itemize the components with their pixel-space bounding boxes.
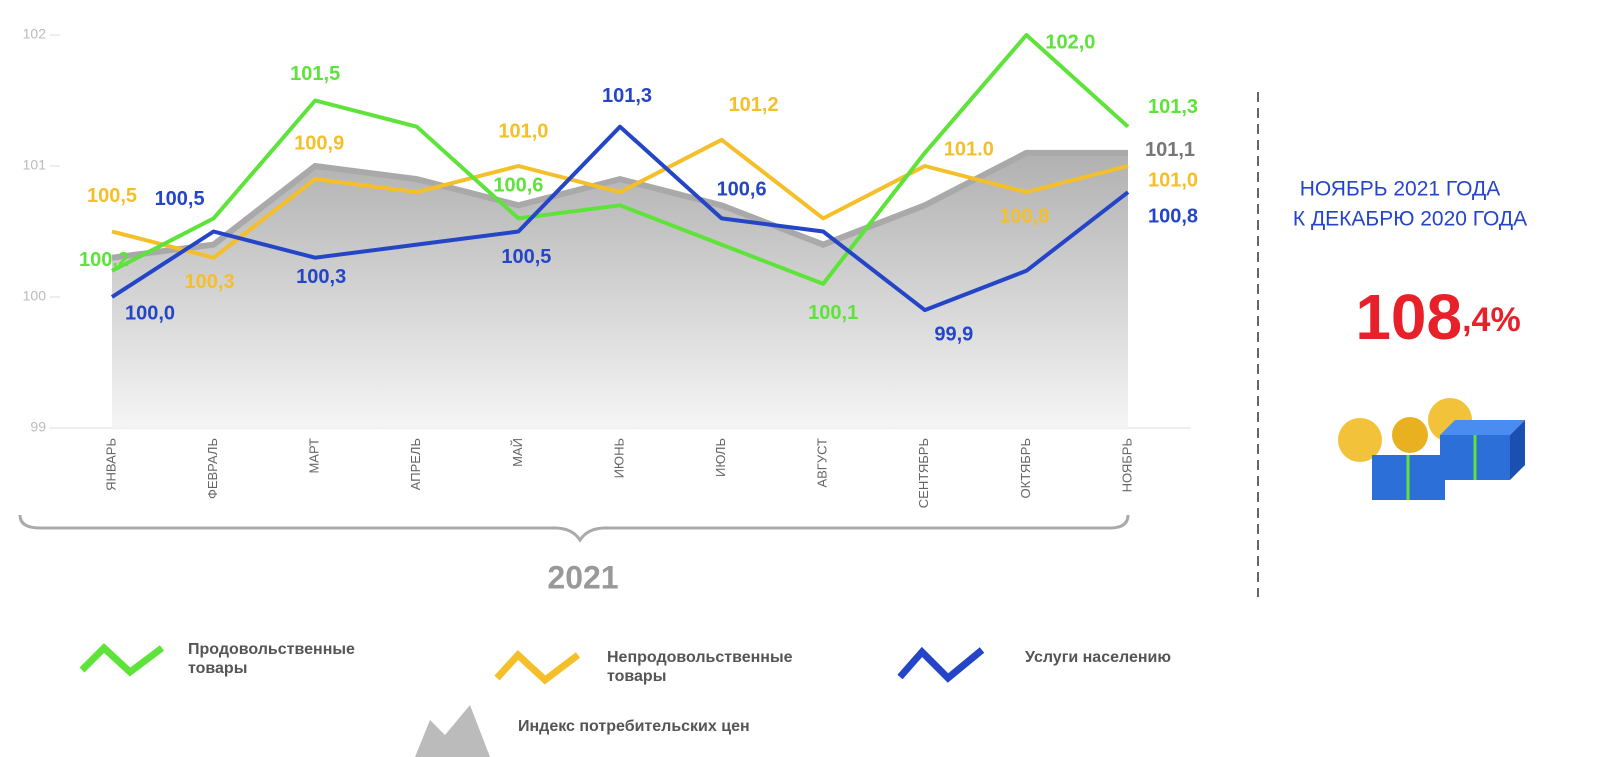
data-label: 100,6 xyxy=(717,179,767,201)
data-label: 100,8 xyxy=(1148,205,1198,227)
legend-icon xyxy=(897,646,985,683)
summary-main: 108 xyxy=(1355,281,1462,353)
legend-icon xyxy=(79,643,165,677)
data-label: 100,1 xyxy=(808,302,858,324)
data-label: 101,1 xyxy=(1145,139,1195,161)
x-tick-label: ИЮЛЬ xyxy=(713,438,728,477)
data-label: 100,2 xyxy=(79,249,129,271)
x-tick-label: МАРТ xyxy=(307,438,322,474)
year-label: 2021 xyxy=(547,559,618,595)
x-tick-label: СЕНТЯБРЬ xyxy=(916,438,931,508)
line xyxy=(111,137,1129,260)
legend-label: Индекс потребительских цен xyxy=(518,718,750,735)
x-tick-label: ИЮНЬ xyxy=(611,438,626,478)
data-label: 101,3 xyxy=(1148,96,1198,118)
y-tick-label: 102 xyxy=(23,26,47,42)
data-label: 101,0 xyxy=(498,120,548,142)
x-tick-label: АПРЕЛЬ xyxy=(408,438,423,490)
x-tick-label: АВГУСТ xyxy=(815,438,830,488)
year-brace xyxy=(18,514,1130,543)
data-label: 101,0 xyxy=(1148,169,1198,191)
data-label: 100,0 xyxy=(125,302,175,324)
x-tick-label: ФЕВРАЛЬ xyxy=(205,438,220,499)
data-label: 100,5 xyxy=(155,188,205,210)
summary-line: К ДЕКАБРЮ 2020 ГОДА xyxy=(1293,208,1527,231)
data-label: 100,3 xyxy=(296,266,346,288)
line xyxy=(110,124,1130,313)
data-label: 100,5 xyxy=(87,185,137,207)
x-tick-label: ОКТЯБРЬ xyxy=(1018,438,1033,498)
data-label: 100,9 xyxy=(294,132,344,154)
y-tick-label: 101 xyxy=(23,157,47,173)
data-label: 99,9 xyxy=(934,323,973,345)
legend-icon xyxy=(494,650,581,685)
summary-suffix: ,4% xyxy=(1462,301,1521,339)
x-tick-label: ЯНВАРЬ xyxy=(103,438,118,491)
area xyxy=(112,152,1128,428)
data-label: 101,5 xyxy=(290,63,340,85)
x-tick-label: МАЙ xyxy=(510,438,525,467)
summary-value: 108,4% xyxy=(1355,281,1520,353)
data-label: 101,2 xyxy=(729,94,779,116)
area-edge xyxy=(111,149,1128,261)
data-label: 100,8 xyxy=(999,205,1049,227)
data-label: 100,5 xyxy=(501,246,551,268)
data-label: 102,0 xyxy=(1045,31,1095,53)
legend-label: Продовольственные товары xyxy=(188,641,355,677)
data-label: 101,3 xyxy=(602,85,652,107)
y-tick-label: 99 xyxy=(30,419,46,435)
data-label: 100,3 xyxy=(185,271,235,293)
line xyxy=(111,33,1130,286)
legend-label: Услуги населению xyxy=(1025,649,1172,666)
x-tick-label: НОЯБРЬ xyxy=(1119,438,1134,492)
plot: 99 100 101 102 ЯНВАРЬ ФЕВРАЛЬ МАРТ АПРЕЛЬ МАЙ ИЮН… xyxy=(23,26,1198,509)
legend-icon xyxy=(415,705,490,757)
summary-line: НОЯБРЬ 2021 ГОДА xyxy=(1300,178,1500,201)
legend-label: Непродовольственные товары xyxy=(607,649,793,685)
y-tick-label: 100 xyxy=(23,288,47,304)
data-label: 100,6 xyxy=(493,175,543,197)
gift-icon xyxy=(1338,398,1525,500)
data-label: 101.0 xyxy=(944,138,994,160)
